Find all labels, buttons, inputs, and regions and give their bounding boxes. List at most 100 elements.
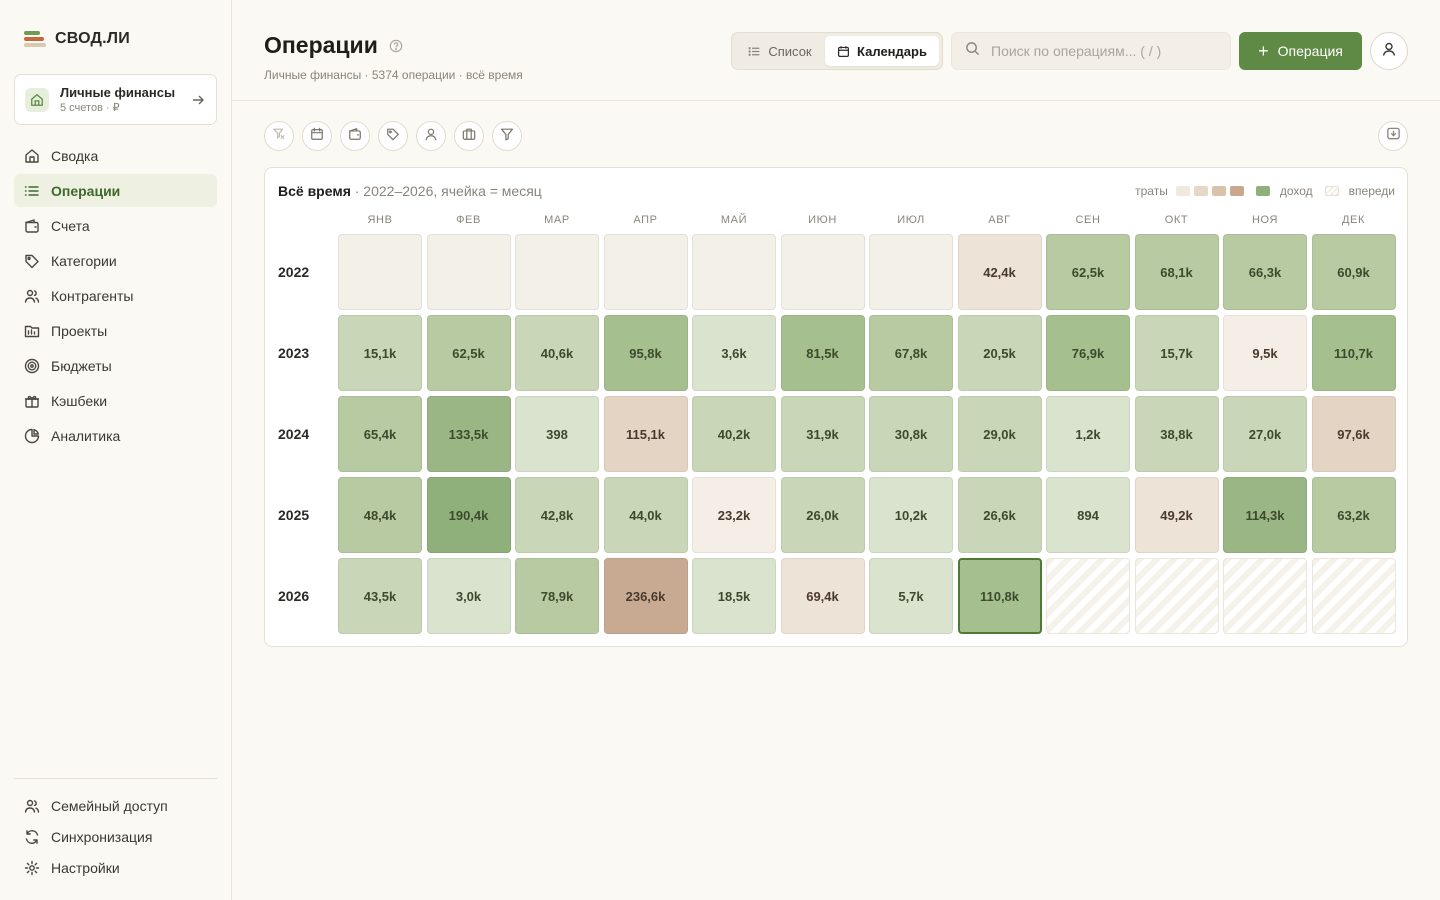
month-cell-value: 76,9k	[1071, 345, 1105, 361]
month-cell-2024-2[interactable]: 133,5k	[426, 396, 511, 472]
nav-item-bottom-0[interactable]: Семейный доступ	[14, 791, 217, 820]
nav-item-5[interactable]: Проекты	[14, 314, 217, 347]
filter-button-funnel[interactable]	[492, 121, 522, 151]
month-cell-2023-1[interactable]: 15,1k	[338, 315, 422, 391]
month-cell-2026-5[interactable]: 18,5k	[692, 558, 776, 634]
month-cell-2026-1[interactable]: 43,5k	[338, 558, 422, 634]
month-cell-2023-7[interactable]: 67,8k	[869, 315, 953, 391]
nav-item-6[interactable]: Бюджеты	[14, 349, 217, 382]
month-cell-2023-6[interactable]: 81,5k	[780, 315, 865, 391]
month-cell-2023-9[interactable]: 76,9k	[1046, 315, 1130, 391]
calendar-title-rest: · 2022–2026, ячейка = месяц	[350, 183, 542, 199]
month-cell-2024-8[interactable]: 29,0k	[957, 396, 1042, 472]
month-cell-2026-8[interactable]: 110,8k	[957, 558, 1042, 634]
month-cell-2026-2[interactable]: 3,0k	[426, 558, 511, 634]
month-cell-value: 3,0k	[455, 588, 482, 604]
month-cell-2023-10[interactable]: 15,7k	[1134, 315, 1219, 391]
month-cell-2024-9[interactable]: 1,2k	[1046, 396, 1130, 472]
nav-item-bottom-2[interactable]: Настройки	[14, 853, 217, 882]
month-cell-2022-9[interactable]: 62,5k	[1046, 234, 1130, 310]
month-cell-2022-8[interactable]: 42,4k	[957, 234, 1042, 310]
bottom-nav: Семейный доступ Синхронизация Настройки	[14, 778, 217, 884]
month-cell-value: 398	[546, 426, 568, 442]
view-calendar-button[interactable]: Календарь	[825, 36, 939, 66]
month-cell-2023-4[interactable]: 95,8k	[603, 315, 688, 391]
month-cell-2025-5[interactable]: 23,2k	[692, 477, 776, 553]
add-operation-button[interactable]: + Операция	[1239, 32, 1362, 70]
month-cell-2026-3[interactable]: 78,9k	[515, 558, 599, 634]
month-cell-2024-6[interactable]: 31,9k	[780, 396, 865, 472]
month-cell-2024-10[interactable]: 38,8k	[1134, 396, 1219, 472]
month-cell-value: 1,2k	[1075, 426, 1101, 442]
nav-item-label: Настройки	[51, 859, 120, 876]
nav-item-4[interactable]: Контрагенты	[14, 279, 217, 312]
month-cell-value: 68,1k	[1160, 264, 1193, 280]
month-cell-2026-4[interactable]: 236,6k	[603, 558, 688, 634]
month-cell-2026-6[interactable]: 69,4k	[780, 558, 865, 634]
month-cell-2024-1[interactable]: 65,4k	[338, 396, 422, 472]
month-cell-2025-9[interactable]: 894	[1046, 477, 1130, 553]
filter-button-tag[interactable]	[378, 121, 408, 151]
tag-icon	[24, 253, 40, 269]
month-cell-2022-11[interactable]: 66,3k	[1223, 234, 1307, 310]
nav-item-label: Синхронизация	[51, 828, 153, 845]
nav-item-0[interactable]: Сводка	[14, 139, 217, 172]
filter-button-person[interactable]	[416, 121, 446, 151]
nav-item-bottom-1[interactable]: Синхронизация	[14, 822, 217, 851]
nav-item-1[interactable]: Операции	[14, 174, 217, 207]
month-header: ЯНВ ФЕВ МАР АПР МАЙ ИЮН ИЮЛ АВГ СЕН ОКТ НОЯ ДЕК	[338, 214, 1396, 228]
month-cell-2022-10[interactable]: 68,1k	[1134, 234, 1219, 310]
month-cell-2023-5[interactable]: 3,6k	[692, 315, 776, 391]
help-icon[interactable]	[389, 39, 403, 53]
month-cell-2024-3[interactable]: 398	[515, 396, 599, 472]
filter-button-filter-reset[interactable]	[264, 121, 294, 151]
month-cell-2025-3[interactable]: 42,8k	[515, 477, 599, 553]
workspace-switcher[interactable]: Личные финансы 5 счетов · ₽	[14, 74, 217, 125]
month-cell-2025-12[interactable]: 63,2k	[1311, 477, 1396, 553]
month-cell-value: 23,2k	[717, 507, 751, 523]
month-cell-2024-5[interactable]: 40,2k	[692, 396, 776, 472]
legend-spend-label: траты	[1135, 184, 1168, 198]
month-cell-2025-6[interactable]: 26,0k	[780, 477, 865, 553]
month-cell-2025-7[interactable]: 10,2k	[869, 477, 953, 553]
month-cell-2026-7[interactable]: 5,7k	[869, 558, 953, 634]
user-icon	[1381, 41, 1397, 62]
month-cell-value: 49,2k	[1160, 507, 1193, 523]
view-list-button[interactable]: Список	[735, 36, 825, 66]
search-input[interactable]	[991, 43, 1221, 59]
nav-item-8[interactable]: Аналитика	[14, 419, 217, 452]
month-cell-2022-12[interactable]: 60,9k	[1311, 234, 1396, 310]
month-cell-2024-12[interactable]: 97,6k	[1311, 396, 1396, 472]
month-cell-2023-8[interactable]: 20,5k	[957, 315, 1042, 391]
month-cell-2025-10[interactable]: 49,2k	[1134, 477, 1219, 553]
month-cell-2025-8[interactable]: 26,6k	[957, 477, 1042, 553]
month-cell-2023-3[interactable]: 40,6k	[515, 315, 599, 391]
month-cell-2025-1[interactable]: 48,4k	[338, 477, 422, 553]
month-cell-2022-2	[426, 234, 511, 310]
filter-button-wallet[interactable]	[340, 121, 370, 151]
home-icon	[24, 148, 40, 164]
month-cell-2024-11[interactable]: 27,0k	[1223, 396, 1307, 472]
month-cell-2025-4[interactable]: 44,0k	[603, 477, 688, 553]
nav-item-3[interactable]: Категории	[14, 244, 217, 277]
month-cell-2023-12[interactable]: 110,7k	[1311, 315, 1396, 391]
month-cell-2023-11[interactable]: 9,5k	[1223, 315, 1307, 391]
export-button[interactable]	[1378, 121, 1408, 151]
filter-button-briefcase[interactable]	[454, 121, 484, 151]
nav-item-label: Кэшбеки	[51, 392, 108, 409]
nav-item-7[interactable]: Кэшбеки	[14, 384, 217, 417]
month-cell-2025-2[interactable]: 190,4k	[426, 477, 511, 553]
filter-button-calendar[interactable]	[302, 121, 332, 151]
month-cell-2025-11[interactable]: 114,3k	[1223, 477, 1307, 553]
month-cell-value: 26,0k	[806, 507, 839, 523]
page-header: Операции Личные финансы · 5374 операции …	[232, 0, 1440, 101]
month-cell-value: 38,8k	[1160, 426, 1193, 442]
month-cell-2022-4	[603, 234, 688, 310]
month-cell-2024-4[interactable]: 115,1k	[603, 396, 688, 472]
month-cell-2024-7[interactable]: 30,8k	[869, 396, 953, 472]
user-menu-button[interactable]	[1370, 32, 1408, 70]
app-logo[interactable]: СВОД.ЛИ	[24, 29, 130, 49]
month-cell-2023-2[interactable]: 62,5k	[426, 315, 511, 391]
wallet-icon	[24, 218, 40, 234]
nav-item-2[interactable]: Счета	[14, 209, 217, 242]
